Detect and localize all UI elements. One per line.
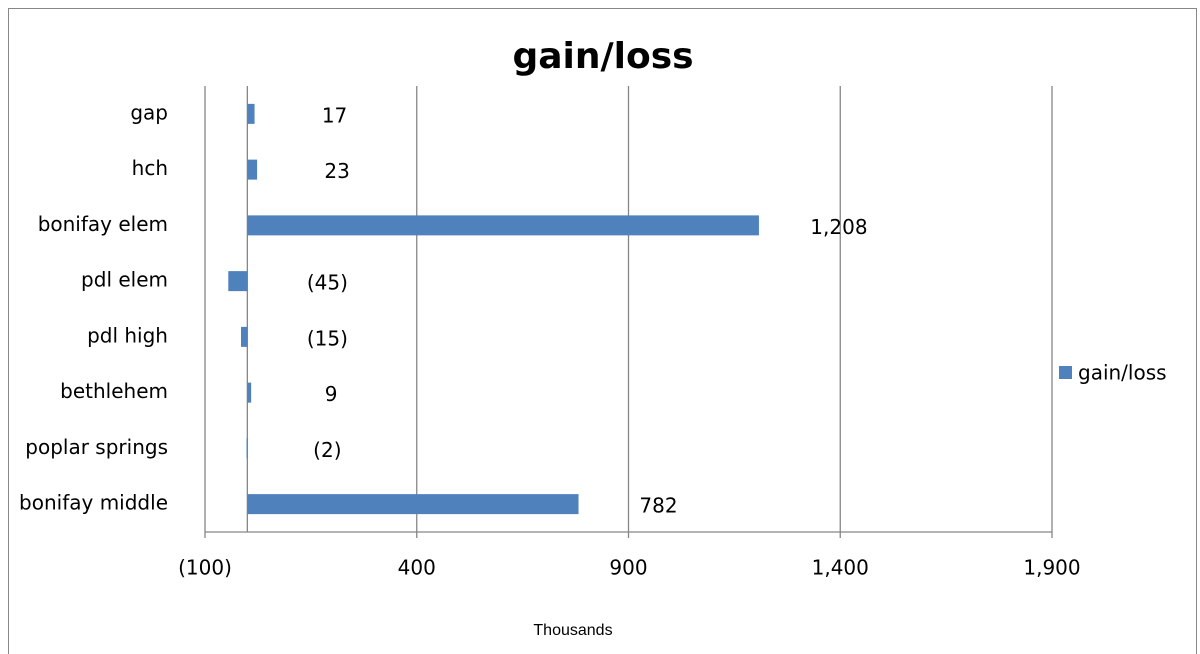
x-tick-label: 400 [398,556,436,580]
y-tick-label: hch [132,156,168,180]
chart-frame [8,8,1197,654]
data-label: 1,208 [810,215,867,239]
data-label: (15) [307,326,348,350]
y-tick-label: bethlehem [60,379,168,403]
data-label: (45) [307,271,348,295]
data-label: 782 [639,494,677,518]
data-label: (2) [313,438,341,462]
bar [247,382,252,403]
y-tick-label: bonifay middle [19,491,168,515]
x-tick-label: 1,400 [812,556,869,580]
x-tick-label: (100) [178,556,232,580]
bar [247,103,255,124]
y-tick-label: pdl elem [81,268,168,292]
x-axis-label: Thousands [533,622,612,639]
legend-swatch [1059,366,1072,379]
chart-title: gain/loss [512,36,693,77]
bar [247,215,759,236]
x-tick-label: 1,900 [1023,556,1080,580]
bar [247,159,258,180]
x-tick-label: 900 [609,556,647,580]
data-label: 23 [324,159,349,183]
bar [247,494,579,515]
legend-label: gain/loss [1078,361,1167,385]
y-tick-label: bonifay elem [38,212,168,236]
bar [246,438,248,459]
y-tick-label: poplar springs [25,435,168,459]
y-tick-label: pdl high [87,323,168,347]
y-tick-label: gap [130,100,168,124]
data-label: 9 [325,382,338,406]
bar [228,271,248,292]
bar [240,326,248,347]
data-label: 17 [322,103,347,127]
